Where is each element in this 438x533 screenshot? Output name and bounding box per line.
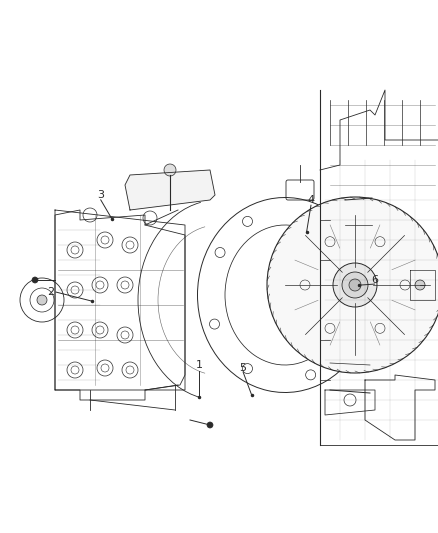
Polygon shape xyxy=(125,170,215,210)
Text: 4: 4 xyxy=(307,195,314,205)
Circle shape xyxy=(267,197,438,373)
Text: 5: 5 xyxy=(240,363,247,373)
Circle shape xyxy=(207,422,213,428)
Circle shape xyxy=(164,164,176,176)
Circle shape xyxy=(333,263,377,307)
Circle shape xyxy=(342,272,368,298)
Text: 3: 3 xyxy=(97,190,104,199)
Text: 6: 6 xyxy=(371,275,378,285)
Circle shape xyxy=(349,279,361,291)
Circle shape xyxy=(32,277,38,283)
Circle shape xyxy=(415,280,425,290)
Text: 2: 2 xyxy=(47,287,54,297)
Text: 1: 1 xyxy=(196,360,203,370)
Circle shape xyxy=(37,295,47,305)
